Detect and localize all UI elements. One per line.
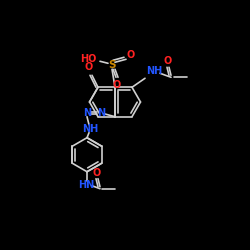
Text: HO: HO: [80, 54, 96, 64]
Text: NH: NH: [146, 66, 162, 76]
Text: O: O: [113, 80, 121, 90]
Text: NH: NH: [82, 124, 98, 134]
Text: O: O: [93, 168, 101, 178]
Text: O: O: [127, 50, 135, 60]
Text: O: O: [85, 62, 93, 72]
Text: O: O: [164, 56, 172, 66]
Text: HN: HN: [78, 180, 94, 190]
Text: S: S: [108, 60, 116, 70]
Text: N: N: [83, 108, 91, 118]
Text: N: N: [97, 108, 105, 118]
